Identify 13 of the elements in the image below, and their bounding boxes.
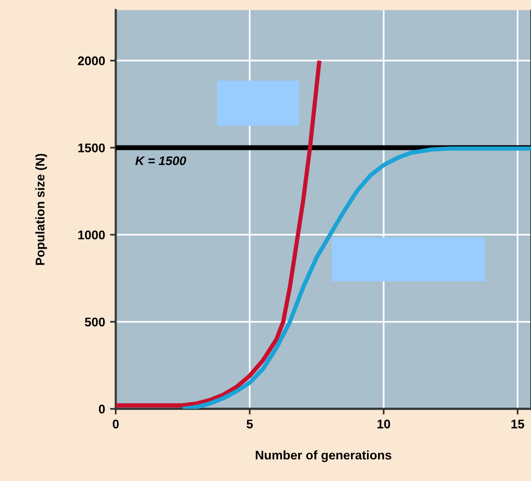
y-tick-label: 1000 (78, 230, 105, 240)
x-tick-label: 0 (112, 420, 119, 428)
y-tick-label: 500 (84, 318, 105, 326)
x-tick-label: 15 (511, 420, 524, 428)
x-tick-label: 5 (246, 420, 253, 428)
y-tick-label: 2000 (78, 56, 105, 66)
x-tick-label: 10 (377, 420, 390, 428)
y-tick-label: 0 (98, 404, 105, 414)
line-series (116, 58, 322, 408)
y-axis-title: Population size (N) (35, 154, 47, 265)
y-tick-label: 1500 (78, 143, 105, 152)
ref-line-label: K = 1500 (135, 156, 186, 166)
x-axis-title: Number of generations (256, 450, 392, 462)
